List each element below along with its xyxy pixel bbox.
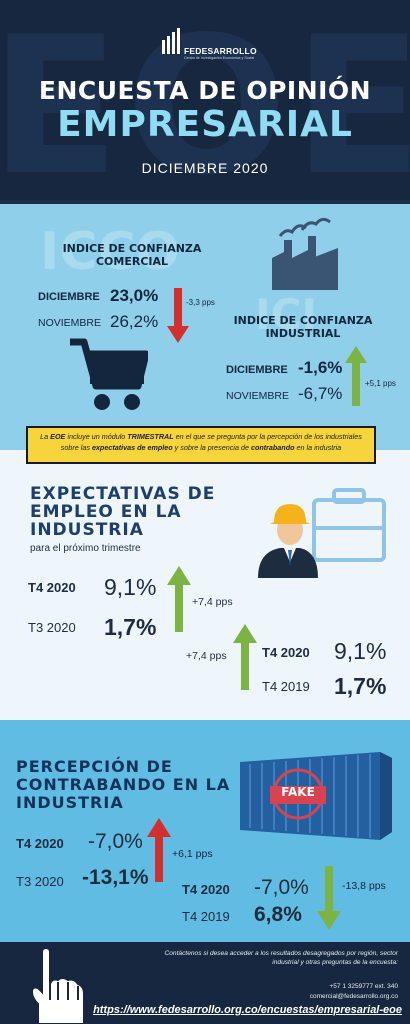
emp-right-value-1: 9,1%	[334, 638, 387, 664]
emp-right-label-1: T4 2020	[262, 645, 310, 660]
icco-ghost-text: ICCO	[40, 222, 180, 282]
header: EOE	[0, 0, 410, 200]
factory-icon	[272, 217, 338, 290]
emp-left-label-1: T4 2020	[28, 580, 76, 595]
shipping-container-icon	[240, 752, 392, 840]
up-arrow-icon	[233, 624, 257, 690]
employment-title-line2: EMPLEO EN LA	[30, 502, 182, 522]
emp-right-value-2: 1,7%	[334, 673, 387, 699]
employment-title-line3: INDUSTRIA	[30, 520, 144, 540]
con-left-value-1: -7,0%	[88, 830, 143, 853]
note-text: en la industria	[294, 442, 342, 452]
employment-title-line1: EXPECTATIVAS DE	[30, 484, 216, 504]
ici-change: +5,1 pps	[365, 379, 396, 388]
con-left-label-1: T4 2020	[16, 836, 64, 851]
icco-label-nov: NOVIEMBRE	[38, 317, 102, 329]
con-right-value-1: -7,0%	[254, 876, 309, 899]
note-text: La	[40, 432, 51, 441]
contraband-title-line2: CONTRABANDO EN LA	[16, 775, 231, 794]
icco-value-nov: 26,2%	[110, 312, 159, 331]
fedesarrollo-logo-icon	[162, 28, 180, 54]
page-title-line1: ENCUESTA DE OPINIÓN	[38, 76, 372, 105]
con-right-label-2: T4 2019	[182, 909, 230, 924]
con-left-label-2: T3 2020	[16, 874, 64, 889]
emp-left-value-2: 1,7%	[104, 614, 157, 640]
background-letters: EOE	[0, 0, 410, 201]
emp-right-change: +7,4 pps	[186, 650, 227, 662]
emp-left-label-2: T3 2020	[28, 620, 76, 635]
down-arrow-icon	[167, 288, 189, 343]
brand-name: FEDESARROLLO	[184, 46, 257, 56]
contact-phone: +57 1 3259777 ext. 340	[329, 983, 399, 990]
ici-value-nov: -6,7%	[298, 384, 343, 403]
brand-tagline: Centro de Investigación Económica y Soci…	[184, 56, 255, 60]
employment-subtitle: para el próximo trimestre	[30, 543, 141, 554]
icco-value-dec: 23,0%	[110, 286, 159, 305]
up-arrow-icon	[167, 566, 191, 632]
ici-title: INDICE DE CONFIANZA INDUSTRIAL	[233, 314, 373, 340]
note-text: y sobre la presencia de	[172, 442, 251, 452]
confidence-indices-section	[0, 200, 410, 450]
emp-right-label-2: T4 2019	[262, 679, 310, 694]
note-text-bold: EOE	[50, 432, 66, 441]
contraband-title-line3: INDUSTRIA	[16, 793, 124, 812]
icco-title: INDICE DE CONFIANZA COMERCIAL	[62, 242, 202, 268]
note-text: incluye un módulo	[65, 432, 128, 441]
emp-left-value-1: 9,1%	[104, 574, 157, 600]
shopping-cart-icon	[70, 338, 148, 410]
icco-change: -3,3 pps	[186, 298, 215, 307]
employment-section	[0, 450, 410, 720]
con-right-label-1: T4 2020	[182, 882, 230, 897]
worker-briefcase-icon	[258, 488, 386, 578]
eoe-url-link[interactable]: https://www.fedesarrollo.org.co/encuesta…	[93, 1004, 402, 1016]
con-left-change: +6,1 pps	[172, 848, 213, 860]
up-arrow-icon	[147, 818, 171, 882]
fake-stamp-text: FAKE	[281, 785, 315, 799]
down-arrow-icon	[317, 866, 341, 930]
contact-text: Contáctenos si desea acceder a los resul…	[164, 950, 399, 966]
note-text-bold: contrabando	[250, 442, 295, 452]
con-right-change: -13,8 pps	[342, 880, 386, 892]
con-right-value-2: 6,8%	[254, 903, 302, 926]
pointing-hand-icon	[30, 948, 85, 1024]
contraband-title-line1: PERCEPCIÓN DE	[16, 757, 173, 776]
con-left-value-2: -13,1%	[82, 866, 149, 889]
emp-left-change: +7,4 pps	[192, 596, 233, 608]
page-title-line2: EMPRESARIAL	[57, 104, 353, 145]
note-text-bold: expectativas de empleo	[91, 442, 173, 452]
note-text: en el que se pregunta por la percepción …	[60, 432, 362, 452]
note-text-bold: TRIMESTRAL	[127, 432, 174, 441]
ici-value-dec: -1,6%	[298, 358, 343, 377]
report-date: DICIEMBRE 2020	[141, 160, 269, 176]
up-arrow-icon	[345, 346, 367, 406]
ici-label-dec: DICIEMBRE	[226, 364, 288, 376]
eoe-note-banner: La EOE incluye un módulo TRIMESTRAL en e…	[26, 426, 376, 464]
ici-label-nov: NOVIEMBRE	[226, 390, 290, 402]
icco-label-dec: DICIEMBRE	[38, 291, 100, 303]
ici-ghost-text: ICI	[255, 290, 318, 339]
contact-email[interactable]: comercial@fedesarrollo.org.co	[309, 993, 398, 1000]
